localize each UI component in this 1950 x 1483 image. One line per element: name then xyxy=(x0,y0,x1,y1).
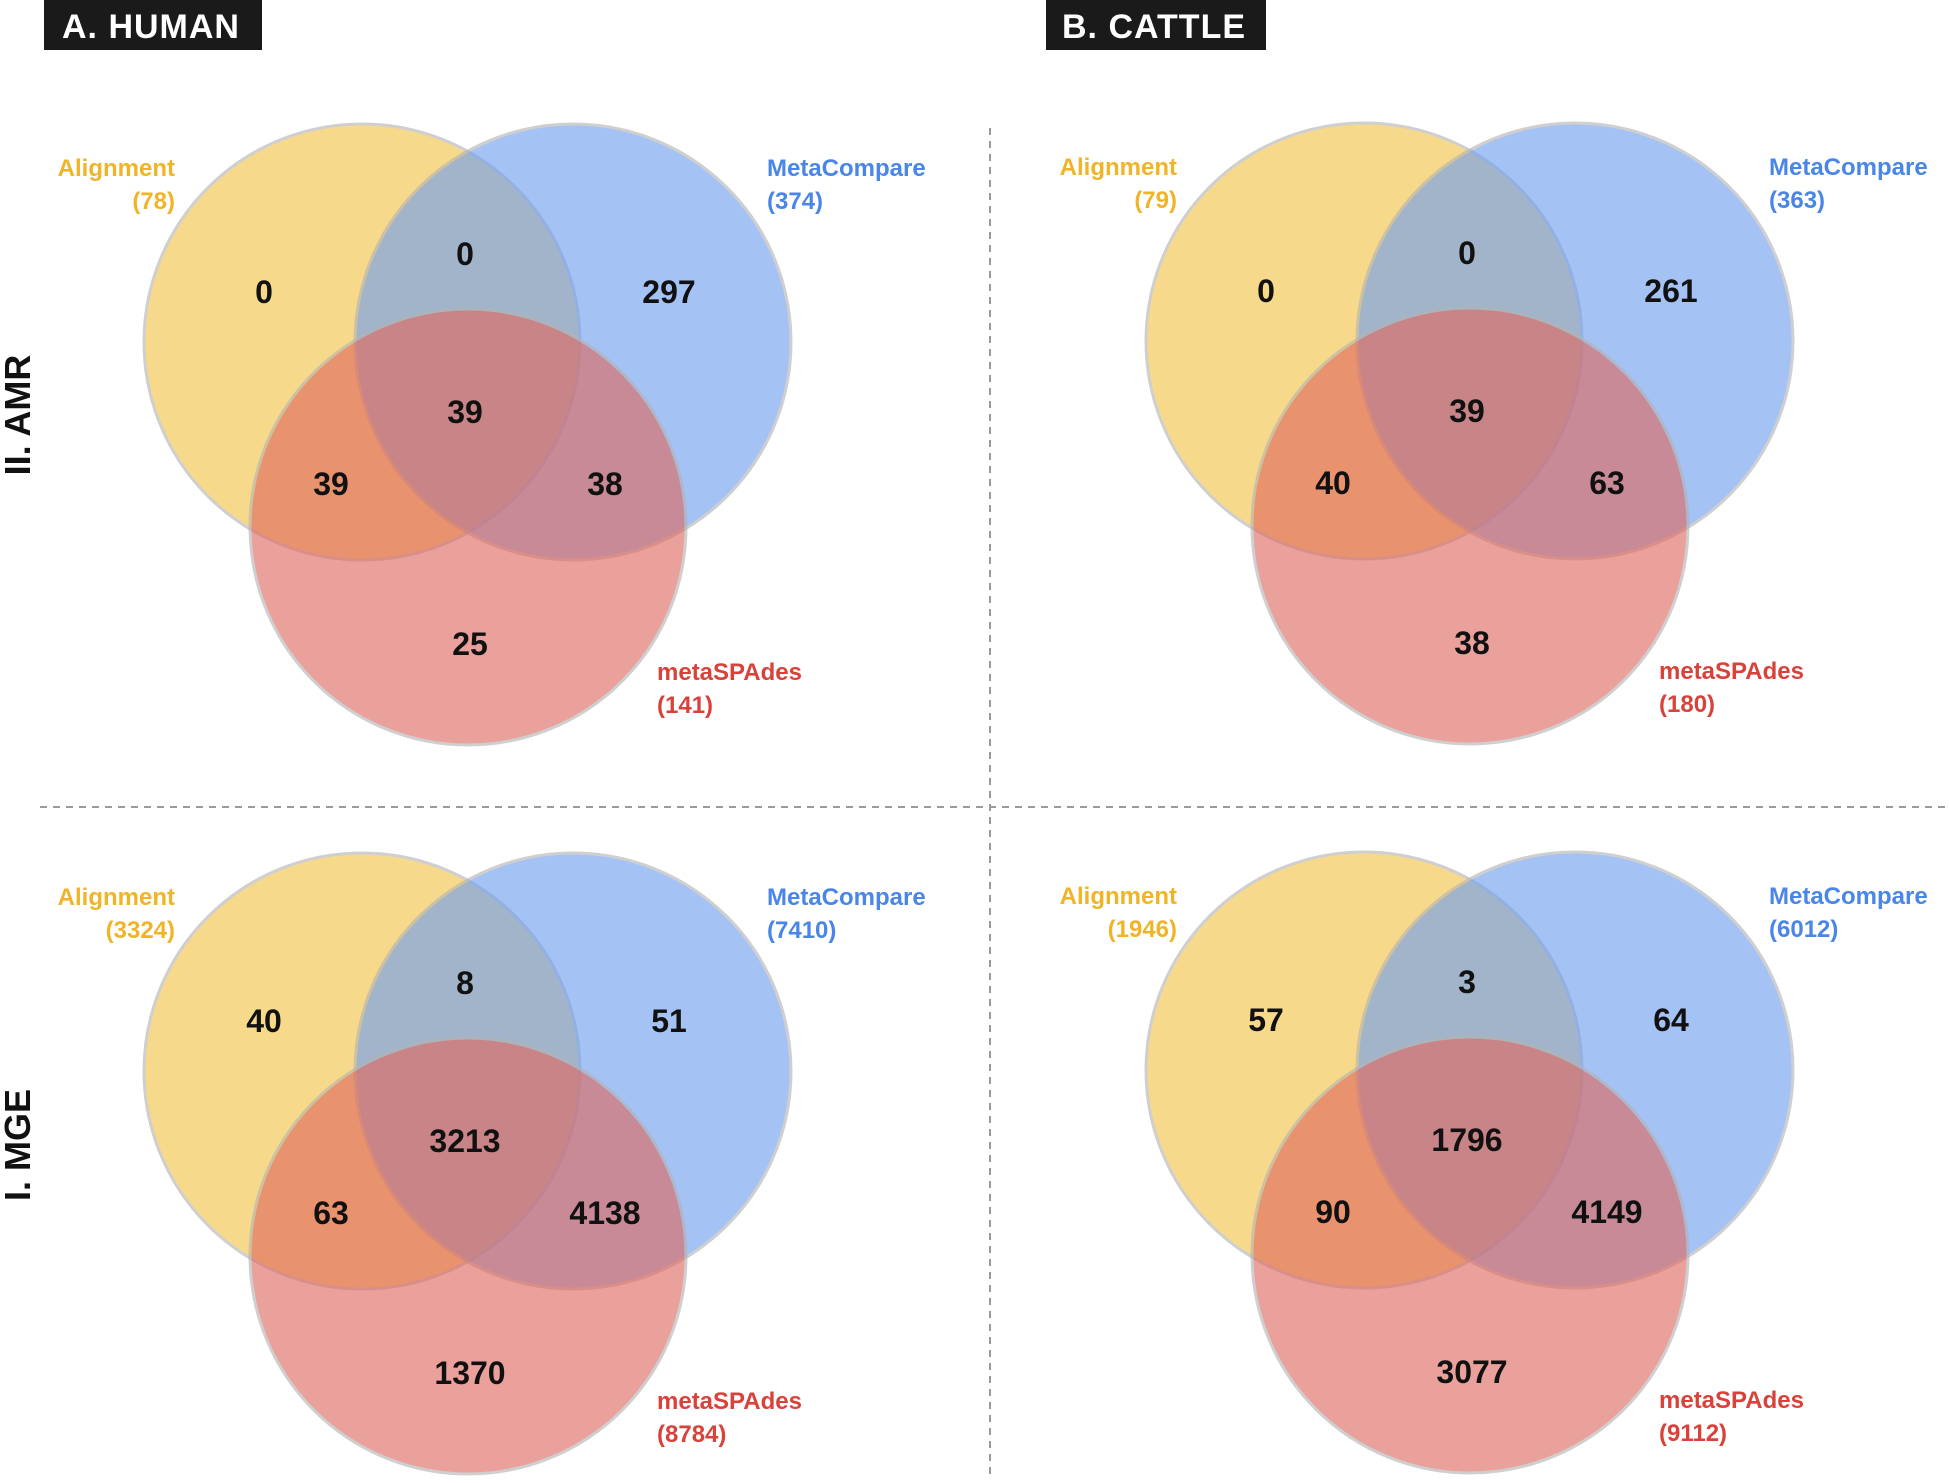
region-count-alignment-metaspades: 39 xyxy=(313,466,349,502)
row-label-amr: II. AMR xyxy=(0,355,38,476)
set-label-alignment: Alignment xyxy=(1060,883,1177,910)
set-total-metaspades: (8784) xyxy=(657,1421,726,1448)
set-total-alignment: (3324) xyxy=(106,917,175,944)
region-count-metaspades-only: 38 xyxy=(1454,625,1490,661)
region-count-metaspades-only: 1370 xyxy=(434,1355,505,1391)
venn-panel: 0 0 261 39 40 63 38 Alignment (79) MetaCompare (36… xyxy=(1060,121,1928,746)
region-count-alignment-only: 0 xyxy=(255,274,273,310)
region-count-metaspades-only: 25 xyxy=(452,626,488,662)
set-total-metacompare: (374) xyxy=(767,188,823,215)
venn-panel: 57 3 64 1796 90 4149 3077 Alignment (1946) MetaCo… xyxy=(1060,850,1928,1475)
region-count-alignment-only: 40 xyxy=(246,1003,282,1039)
set-label-metacompare: MetaCompare xyxy=(767,155,926,182)
row-label-mge: I. MGE xyxy=(0,1089,38,1201)
venn-circle-metaspades xyxy=(248,1036,688,1476)
set-label-metaspades: metaSPAdes xyxy=(657,659,802,686)
set-total-metaspades: (141) xyxy=(657,692,713,719)
column-header-cattle-label: B. CATTLE xyxy=(1062,8,1246,46)
set-label-metaspades: metaSPAdes xyxy=(657,1388,802,1415)
set-total-alignment: (79) xyxy=(1134,187,1177,214)
region-count-alignment-only: 0 xyxy=(1257,273,1275,309)
column-header-cattle: B. CATTLE xyxy=(1046,0,1266,50)
venn-panel: 40 8 51 3213 63 4138 1370 Alignment (3324) MetaCo… xyxy=(58,851,926,1476)
set-label-metacompare: MetaCompare xyxy=(1769,883,1928,910)
region-count-metacompare-metaspades: 38 xyxy=(587,466,623,502)
region-count-alignment-metaspades: 63 xyxy=(313,1195,349,1231)
set-label-metaspades: metaSPAdes xyxy=(1659,658,1804,685)
region-count-metacompare-only: 297 xyxy=(642,274,695,310)
set-label-metacompare: MetaCompare xyxy=(1769,154,1928,181)
region-count-metacompare-only: 261 xyxy=(1644,273,1697,309)
region-count-metacompare-metaspades: 63 xyxy=(1589,465,1625,501)
venn-circle-metaspades xyxy=(248,307,688,747)
region-count-all-three: 3213 xyxy=(429,1123,500,1159)
region-count-all-three: 39 xyxy=(1449,393,1485,429)
set-total-metaspades: (9112) xyxy=(1659,1420,1727,1447)
region-count-alignment-metacompare: 0 xyxy=(1458,235,1476,271)
set-total-alignment: (1946) xyxy=(1108,916,1177,943)
venn-panel: 0 0 297 39 39 38 25 Alignment (78) MetaCompare (37… xyxy=(58,122,926,747)
region-count-alignment-metacompare: 3 xyxy=(1458,964,1476,1000)
set-label-alignment: Alignment xyxy=(58,884,175,911)
set-label-alignment: Alignment xyxy=(58,155,175,182)
set-total-metacompare: (363) xyxy=(1769,187,1825,214)
venn-circle-metaspades xyxy=(1250,1035,1690,1475)
column-header-human: A. HUMAN xyxy=(44,0,262,50)
region-count-all-three: 1796 xyxy=(1431,1122,1502,1158)
region-count-alignment-only: 57 xyxy=(1248,1002,1284,1038)
region-count-metacompare-metaspades: 4149 xyxy=(1571,1194,1642,1230)
region-count-alignment-metaspades: 40 xyxy=(1315,465,1351,501)
region-count-metacompare-only: 64 xyxy=(1653,1002,1689,1038)
set-label-metaspades: metaSPAdes xyxy=(1659,1387,1804,1414)
set-total-metacompare: (6012) xyxy=(1769,916,1838,943)
region-count-alignment-metaspades: 90 xyxy=(1315,1194,1351,1230)
region-count-all-three: 39 xyxy=(447,394,483,430)
venn-circle-metaspades xyxy=(1250,306,1690,746)
set-label-metacompare: MetaCompare xyxy=(767,884,926,911)
region-count-metaspades-only: 3077 xyxy=(1436,1354,1507,1390)
region-count-alignment-metacompare: 0 xyxy=(456,236,474,272)
set-total-alignment: (78) xyxy=(132,188,175,215)
region-count-alignment-metacompare: 8 xyxy=(456,965,474,1001)
set-label-alignment: Alignment xyxy=(1060,154,1177,181)
region-count-metacompare-metaspades: 4138 xyxy=(569,1195,640,1231)
set-total-metacompare: (7410) xyxy=(767,917,836,944)
set-total-metaspades: (180) xyxy=(1659,691,1715,718)
region-count-metacompare-only: 51 xyxy=(651,1003,687,1039)
column-header-human-label: A. HUMAN xyxy=(62,8,240,46)
